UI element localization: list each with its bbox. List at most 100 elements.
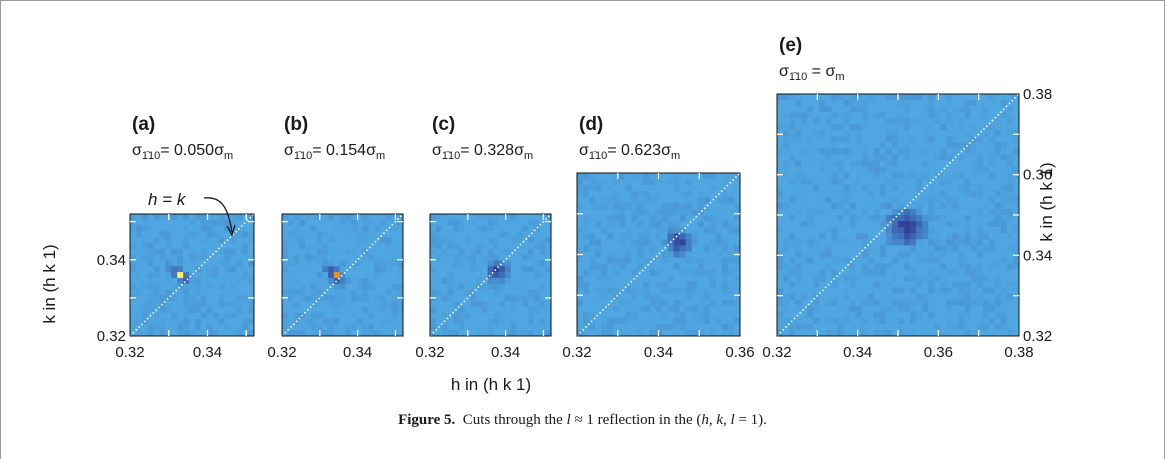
heatmap-cell — [533, 237, 540, 244]
heatmap-cell — [958, 178, 965, 186]
heatmap-cell — [958, 305, 965, 313]
heatmap-cell — [368, 289, 375, 296]
heatmap-cell — [159, 214, 166, 221]
heatmap-cell — [333, 324, 340, 331]
heatmap-cell — [849, 142, 856, 149]
heatmap-cell — [305, 231, 312, 238]
heatmap-cell — [194, 301, 202, 308]
heatmap-cell — [867, 251, 875, 258]
heatmap-cell — [697, 221, 705, 228]
heatmap-cell — [867, 148, 875, 155]
heatmap-cell — [673, 299, 680, 307]
heatmap-cell — [709, 257, 717, 264]
heatmap-cell — [481, 295, 488, 302]
heatmap-cell — [1006, 293, 1014, 300]
heatmap-cell — [783, 178, 790, 186]
heatmap-cell — [691, 245, 699, 252]
heatmap-cell — [339, 330, 346, 337]
heatmap-cell — [904, 281, 911, 288]
heatmap-cell — [795, 118, 802, 125]
heatmap-cell — [470, 254, 477, 261]
heatmap-cell — [843, 136, 850, 143]
heatmap-cell — [351, 231, 358, 238]
heatmap-cell — [879, 329, 887, 337]
heatmap-cell — [673, 257, 680, 264]
heatmap-cell — [843, 245, 850, 252]
heatmap-cell — [691, 293, 699, 301]
heatmap-cell — [679, 299, 686, 307]
heatmap-cell — [476, 301, 483, 308]
heatmap-cell — [583, 221, 590, 228]
heatmap-cell — [305, 248, 312, 255]
heatmap-cell — [333, 312, 340, 319]
heatmap-cell — [499, 318, 506, 325]
heatmap-cell — [898, 281, 905, 288]
heatmap-cell — [165, 237, 172, 244]
heatmap-cell — [607, 269, 614, 276]
heatmap-cell — [679, 317, 686, 325]
heatmap-cell — [212, 301, 219, 308]
heatmap-cell — [733, 257, 741, 264]
heatmap-cell — [147, 243, 154, 250]
heatmap-cell — [904, 293, 911, 300]
heatmap-cell — [777, 100, 784, 107]
heatmap-cell — [982, 329, 990, 337]
heatmap-cell — [867, 215, 875, 222]
heatmap-cell — [539, 254, 546, 261]
heatmap-cell — [430, 225, 437, 232]
heatmap-cell — [697, 227, 705, 234]
heatmap-cell — [487, 312, 494, 319]
heatmap-cell — [282, 214, 289, 221]
heatmap-cell — [177, 248, 184, 255]
heatmap-cell — [715, 179, 723, 186]
heatmap-cell — [673, 251, 680, 258]
heatmap-cell — [849, 233, 856, 240]
heatmap-cell — [928, 275, 935, 282]
heatmap-cell — [733, 299, 741, 307]
heatmap-cell — [135, 283, 143, 290]
heatmap-cell — [464, 254, 471, 261]
heatmap-cell — [831, 293, 838, 300]
heatmap-cell — [453, 324, 460, 331]
heatmap-cell — [789, 215, 796, 222]
heatmap-cell — [673, 287, 680, 295]
panel-label: (d) — [579, 114, 603, 135]
heatmap-cell — [637, 263, 644, 270]
heatmap-cell — [916, 106, 923, 113]
heatmap-cell — [898, 233, 905, 240]
heatmap-cell — [522, 260, 529, 267]
heatmap-cell — [922, 317, 929, 325]
heatmap-cell — [293, 243, 300, 250]
heatmap-cell — [831, 148, 838, 155]
heatmap-cell — [661, 215, 668, 222]
heatmap-cell — [171, 283, 178, 290]
heatmap-cell — [1006, 190, 1014, 198]
heatmap-cell — [898, 263, 905, 270]
heatmap-cell — [1006, 311, 1014, 319]
heatmap-cell — [200, 225, 208, 232]
heatmap-cell — [1000, 311, 1008, 319]
heatmap-cell — [391, 272, 398, 279]
heatmap-cell — [1012, 196, 1020, 204]
heatmap-cell — [721, 221, 729, 228]
heatmap-cell — [1012, 94, 1020, 101]
x-tick-label: 0.34 — [843, 344, 872, 361]
y-tick-label: 0.34 — [97, 252, 126, 269]
heatmap-cell — [224, 231, 231, 238]
heatmap-cell — [447, 318, 454, 325]
heatmap-cell — [946, 269, 953, 276]
heatmap-cell — [891, 106, 899, 113]
heatmap-cell — [873, 317, 881, 325]
heatmap-cell — [964, 317, 971, 325]
heatmap-cell — [435, 295, 442, 302]
heatmap-cell — [970, 317, 977, 325]
heatmap-cell — [595, 209, 602, 216]
heatmap-cell — [934, 305, 941, 313]
heatmap-cell — [697, 209, 705, 216]
heatmap-cell — [940, 305, 947, 313]
heatmap-cell — [837, 311, 844, 319]
heatmap-cell — [777, 202, 784, 210]
heatmap-cell — [873, 178, 881, 186]
heatmap-cell — [715, 305, 723, 313]
heatmap-cell — [934, 160, 941, 167]
